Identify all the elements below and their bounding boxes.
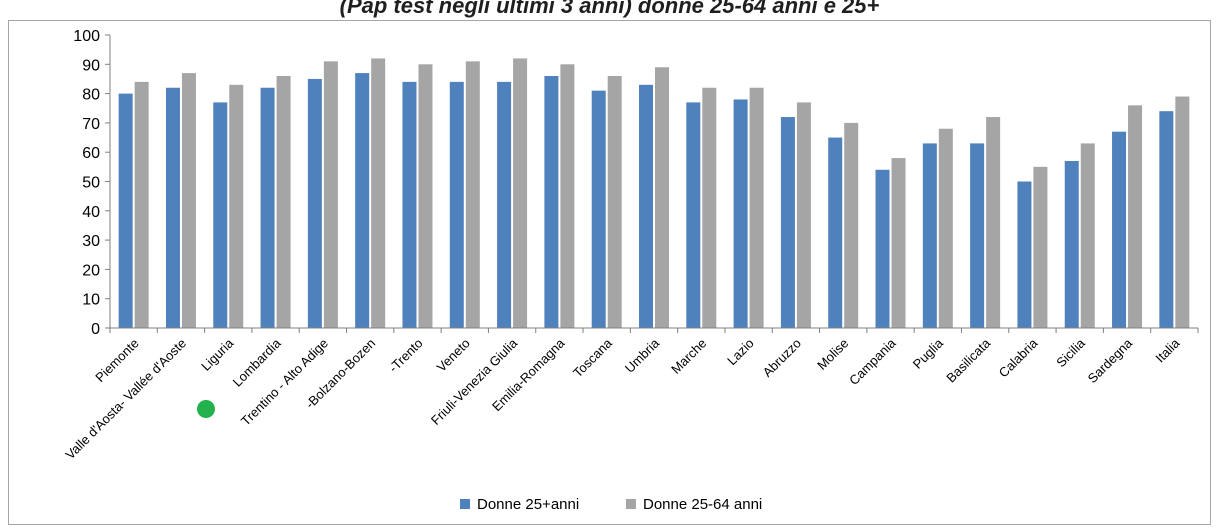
y-tick-label: 80 [82, 87, 100, 104]
x-category-label: Piemonte [92, 336, 141, 385]
bar-donne-25plus [1112, 131, 1127, 328]
bar-donne-25-64 [1080, 143, 1095, 328]
x-category-label: Puglia [910, 335, 947, 372]
bar-donne-25-64 [465, 61, 480, 329]
x-category-label: Molise [814, 336, 851, 373]
legend: Donne 25+anni Donne 25-64 anni [460, 496, 762, 513]
legend-label: Donne 25+anni [477, 496, 579, 513]
bar-donne-25-64 [796, 102, 811, 328]
x-category-label: Liguria [198, 335, 237, 374]
bar-donne-25plus [165, 87, 180, 329]
bars-group [118, 58, 1190, 329]
x-category-label: Basilicata [943, 335, 993, 385]
x-category-label: Veneto [434, 336, 473, 375]
x-category-label: Sicilia [1053, 335, 1088, 370]
x-category-label: Sardegna [1085, 335, 1136, 386]
green-dot-marker [197, 400, 215, 418]
bar-donne-25plus [1159, 111, 1174, 329]
y-tick-label: 40 [82, 204, 100, 221]
bar-donne-25plus [402, 81, 417, 328]
x-category-label: Abruzzo [760, 336, 804, 380]
x-category-label: Campania [846, 335, 899, 388]
bar-donne-25plus [639, 84, 653, 328]
bar-donne-25plus [260, 87, 275, 329]
bar-donne-25plus [686, 102, 701, 328]
legend-swatch [626, 499, 636, 509]
x-category-label: Calabria [996, 335, 1041, 380]
y-tick-label: 70 [82, 116, 100, 133]
bar-donne-25plus [875, 169, 890, 328]
bar-donne-25-64 [276, 76, 291, 329]
bar-donne-25plus [780, 117, 795, 328]
y-tick-label: 20 [82, 262, 100, 279]
bar-donne-25-64 [1175, 96, 1190, 328]
bar-donne-25-64 [655, 67, 669, 328]
bar-donne-25-64 [891, 158, 906, 328]
bar-donne-25plus [307, 78, 322, 328]
bar-donne-25plus [1017, 181, 1032, 328]
bar-donne-25plus [828, 137, 843, 328]
bar-donne-25-64 [749, 87, 764, 329]
bar-donne-25plus [544, 76, 559, 329]
x-category-label: Trentino - Alto Adige [238, 336, 331, 429]
bar-donne-25plus [970, 143, 985, 328]
y-tick-label: 0 [91, 321, 100, 338]
bar-donne-25plus [118, 93, 133, 328]
bar-donne-25plus [922, 143, 937, 328]
legend-label: Donne 25-64 anni [643, 496, 762, 513]
chart-frame [8, 20, 1211, 525]
x-category-label: Lazio [724, 336, 757, 369]
y-tick-label: 90 [82, 57, 100, 74]
x-category-label: -Trento [386, 336, 426, 376]
x-category-label: Toscana [570, 335, 615, 380]
x-category-label: Marche [668, 336, 709, 377]
bar-donne-25-64 [938, 128, 953, 328]
bar-donne-25-64 [1033, 166, 1048, 328]
bar-donne-25-64 [134, 81, 149, 328]
bar-donne-25-64 [371, 58, 386, 328]
y-tick-label: 60 [82, 145, 100, 162]
y-tick-label: 50 [82, 175, 100, 192]
legend-swatch [460, 499, 470, 509]
bar-donne-25plus [591, 90, 606, 328]
bar-donne-25-64 [513, 58, 528, 328]
y-axis: 0 10 20 30 40 50 60 70 80 90 100 [73, 28, 111, 338]
bar-donne-25-64 [1128, 105, 1143, 328]
y-tick-label: 30 [82, 233, 100, 250]
bar-donne-25plus [449, 81, 464, 328]
bar-donne-25plus [497, 81, 512, 328]
bar-donne-25plus [733, 99, 748, 329]
x-category-label: Friuli-Venezia Giulia [428, 335, 521, 428]
bar-donne-25-64 [418, 64, 433, 329]
bar-donne-25-64 [844, 122, 859, 329]
bar-donne-25plus [1064, 160, 1079, 328]
bar-donne-25plus [355, 73, 370, 328]
bar-donne-25-64 [181, 73, 196, 328]
bar-donne-25-64 [986, 117, 1001, 328]
bar-donne-25-64 [323, 61, 338, 329]
bar-donne-25-64 [607, 76, 622, 329]
y-tick-label: 10 [82, 292, 100, 309]
bar-donne-25-64 [229, 84, 244, 328]
bar-donne-25-64 [702, 87, 717, 329]
bar-donne-25-64 [560, 64, 575, 329]
x-category-label: Umbria [622, 335, 663, 376]
chart-title: (Pap test negli ultimi 3 anni) donne 25-… [339, 0, 880, 18]
bar-donne-25plus [213, 102, 228, 328]
x-category-label: Italia [1152, 335, 1183, 366]
y-tick-label: 100 [73, 28, 100, 45]
